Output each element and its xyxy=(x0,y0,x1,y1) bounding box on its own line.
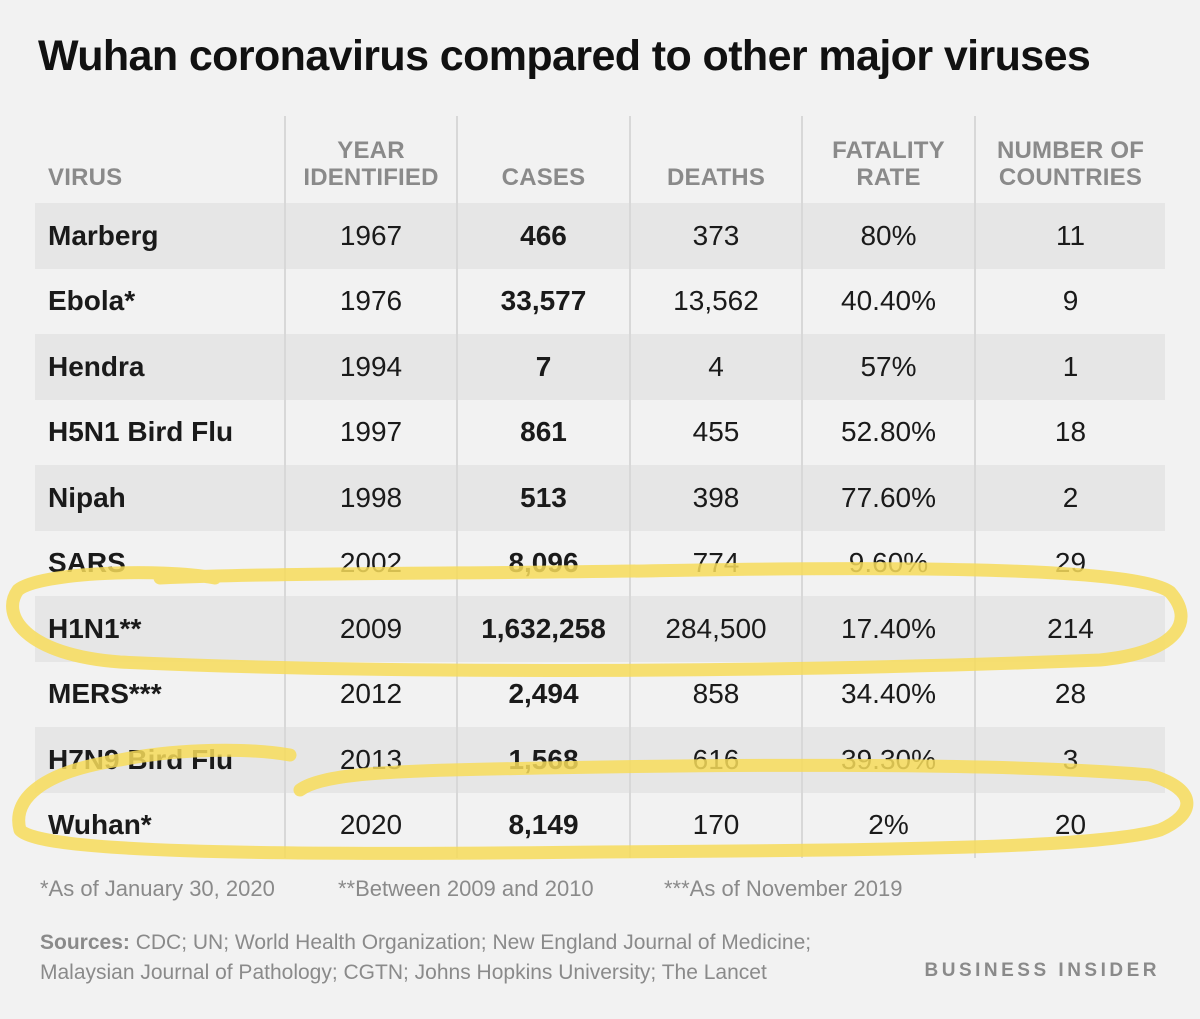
table-cell: H1N1** xyxy=(48,612,142,644)
column-header-line2: RATE xyxy=(856,164,921,191)
table-header-row: VIRUS YEAR IDENTIFIED CASES DEATHS FATALITY RA… xyxy=(35,116,1165,203)
table-row: Marberg 1967 466 373 80% 11 xyxy=(35,203,1165,269)
table-row: Hendra 1994 7 4 57% 1 xyxy=(35,334,1165,400)
table-cell: 2,494 xyxy=(456,661,630,727)
table-cell: 2020 xyxy=(284,792,457,858)
column-header-line2: VIRUS xyxy=(48,164,123,191)
column-header-0: VIRUS xyxy=(35,116,285,203)
table-cell: 1998 xyxy=(284,465,457,531)
column-header-line1: FATALITY xyxy=(832,137,945,164)
table-cell: H7N9 Bird Flu xyxy=(48,743,234,775)
table-cell: 1997 xyxy=(284,399,457,465)
table-cell: 39.30% xyxy=(801,727,975,793)
table-cell: 1994 xyxy=(284,334,457,400)
table-cell: 9 xyxy=(974,268,1165,334)
virus-table: VIRUS YEAR IDENTIFIED CASES DEATHS FATALITY RA… xyxy=(35,116,1165,858)
table-cell: 11 xyxy=(974,203,1165,269)
table-cell: 2009 xyxy=(284,596,457,662)
table-cell: 80% xyxy=(801,203,975,269)
table-cell: 52.80% xyxy=(801,399,975,465)
table-cell: 18 xyxy=(974,399,1165,465)
brand-logo: BUSINESS INSIDER xyxy=(924,960,1160,981)
table-cell: 774 xyxy=(629,530,802,596)
table-cell: 1 xyxy=(974,334,1165,400)
column-header-line2: COUNTRIES xyxy=(998,164,1143,191)
table-cell: 466 xyxy=(456,203,630,269)
column-header-line2: CASES xyxy=(501,164,586,191)
table-cell: 373 xyxy=(629,203,802,269)
table-row: Wuhan* 2020 8,149 170 2% 20 xyxy=(35,792,1165,858)
sources-text: CDC; UN; World Health Organization; New … xyxy=(40,931,812,984)
table-row: Ebola* 1976 33,577 13,562 40.40% 9 xyxy=(35,268,1165,334)
sources-note: Sources: CDC; UN; World Health Organizat… xyxy=(40,928,900,988)
table-cell: 20 xyxy=(974,792,1165,858)
table-cell: Marberg xyxy=(48,219,159,251)
footnote-3: ***As of November 2019 xyxy=(664,876,903,901)
table-cell: 1,568 xyxy=(456,727,630,793)
table-cell: Nipah xyxy=(48,481,126,513)
table-cell: Hendra xyxy=(48,350,145,382)
table-row: H5N1 Bird Flu 1997 861 455 52.80% 18 xyxy=(35,399,1165,465)
table-cell: 1976 xyxy=(284,268,457,334)
table-cell: 34.40% xyxy=(801,661,975,727)
table-cell: H5N1 Bird Flu xyxy=(48,416,234,448)
table-cell: 3 xyxy=(974,727,1165,793)
table-cell: 9.60% xyxy=(801,530,975,596)
table-cell: 2% xyxy=(801,792,975,858)
table-cell: 1967 xyxy=(284,203,457,269)
column-header-4: FATALITY RATE xyxy=(801,116,975,203)
table-cell: 2013 xyxy=(284,727,457,793)
column-header-line1: NUMBER OF xyxy=(996,137,1145,164)
column-header-line2: IDENTIFIED xyxy=(303,164,439,191)
table-cell: 513 xyxy=(456,465,630,531)
table-row: MERS*** 2012 2,494 858 34.40% 28 xyxy=(35,661,1165,727)
table-cell: 2012 xyxy=(284,661,457,727)
footnote-2: **Between 2009 and 2010 xyxy=(338,876,594,901)
table-cell: 170 xyxy=(629,792,802,858)
table-cell: 77.60% xyxy=(801,465,975,531)
chart-title: Wuhan coronavirus compared to other majo… xyxy=(38,32,1091,80)
sources-label: Sources: xyxy=(40,931,130,954)
table-cell: 33,577 xyxy=(456,268,630,334)
column-header-2: CASES xyxy=(456,116,630,203)
table-cell: 57% xyxy=(801,334,975,400)
table-cell: 2002 xyxy=(284,530,457,596)
table-cell: 40.40% xyxy=(801,268,975,334)
table-cell: 8,149 xyxy=(456,792,630,858)
table-cell: SARS xyxy=(48,547,126,579)
table-body: Marberg 1967 466 373 80% 11 Ebola* 1976 33,577 13… xyxy=(35,203,1165,858)
column-header-5: NUMBER OF COUNTRIES xyxy=(974,116,1165,203)
table-cell: 214 xyxy=(974,596,1165,662)
table-cell: 7 xyxy=(456,334,630,400)
table-cell: 28 xyxy=(974,661,1165,727)
table-cell: 8,096 xyxy=(456,530,630,596)
column-header-1: YEAR IDENTIFIED xyxy=(284,116,457,203)
table-cell: Ebola* xyxy=(48,285,136,317)
column-header-line1: YEAR xyxy=(337,137,405,164)
table-cell: 17.40% xyxy=(801,596,975,662)
table-row: SARS 2002 8,096 774 9.60% 29 xyxy=(35,530,1165,596)
table-row: H1N1** 2009 1,632,258 284,500 17.40% 214 xyxy=(35,596,1165,662)
column-header-3: DEATHS xyxy=(629,116,802,203)
table-cell: 2 xyxy=(974,465,1165,531)
table-row: Nipah 1998 513 398 77.60% 2 xyxy=(35,465,1165,531)
table-cell: 398 xyxy=(629,465,802,531)
table-cell: 861 xyxy=(456,399,630,465)
column-header-line2: DEATHS xyxy=(666,164,766,191)
footnote-1: *As of January 30, 2020 xyxy=(40,876,275,901)
table-cell: 284,500 xyxy=(629,596,802,662)
table-row: H7N9 Bird Flu 2013 1,568 616 39.30% 3 xyxy=(35,727,1165,793)
table-cell: 858 xyxy=(629,661,802,727)
table-cell: 4 xyxy=(629,334,802,400)
table-cell: 13,562 xyxy=(629,268,802,334)
table-cell: 455 xyxy=(629,399,802,465)
table-cell: MERS*** xyxy=(48,678,162,710)
table-cell: 616 xyxy=(629,727,802,793)
table-cell: 1,632,258 xyxy=(456,596,630,662)
table-cell: 29 xyxy=(974,530,1165,596)
table-cell: Wuhan* xyxy=(48,809,152,841)
